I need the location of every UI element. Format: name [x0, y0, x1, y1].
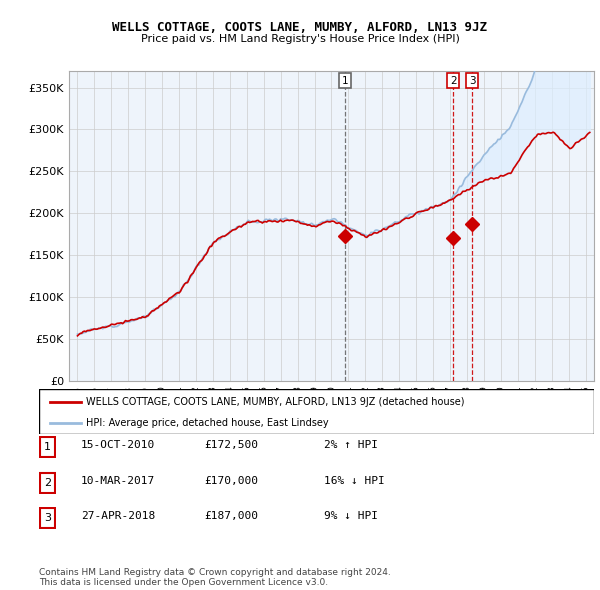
Text: 3: 3	[44, 513, 51, 523]
Text: 27-APR-2018: 27-APR-2018	[81, 512, 155, 521]
Text: 10-MAR-2017: 10-MAR-2017	[81, 476, 155, 486]
Text: 1: 1	[341, 76, 348, 86]
Text: 1: 1	[44, 442, 51, 452]
Text: 3: 3	[469, 76, 476, 86]
Text: £187,000: £187,000	[204, 512, 258, 521]
Text: £170,000: £170,000	[204, 476, 258, 486]
Text: Price paid vs. HM Land Registry's House Price Index (HPI): Price paid vs. HM Land Registry's House …	[140, 34, 460, 44]
Text: 15-OCT-2010: 15-OCT-2010	[81, 441, 155, 450]
Text: 16% ↓ HPI: 16% ↓ HPI	[324, 476, 385, 486]
Text: 2: 2	[44, 478, 51, 487]
Text: WELLS COTTAGE, COOTS LANE, MUMBY, ALFORD, LN13 9JZ (detached house): WELLS COTTAGE, COOTS LANE, MUMBY, ALFORD…	[86, 397, 464, 407]
Text: 2: 2	[450, 76, 457, 86]
Text: 9% ↓ HPI: 9% ↓ HPI	[324, 512, 378, 521]
Text: WELLS COTTAGE, COOTS LANE, MUMBY, ALFORD, LN13 9JZ: WELLS COTTAGE, COOTS LANE, MUMBY, ALFORD…	[113, 21, 487, 34]
Text: £172,500: £172,500	[204, 441, 258, 450]
Text: Contains HM Land Registry data © Crown copyright and database right 2024.
This d: Contains HM Land Registry data © Crown c…	[39, 568, 391, 587]
Text: 2% ↑ HPI: 2% ↑ HPI	[324, 441, 378, 450]
Text: HPI: Average price, detached house, East Lindsey: HPI: Average price, detached house, East…	[86, 418, 329, 428]
